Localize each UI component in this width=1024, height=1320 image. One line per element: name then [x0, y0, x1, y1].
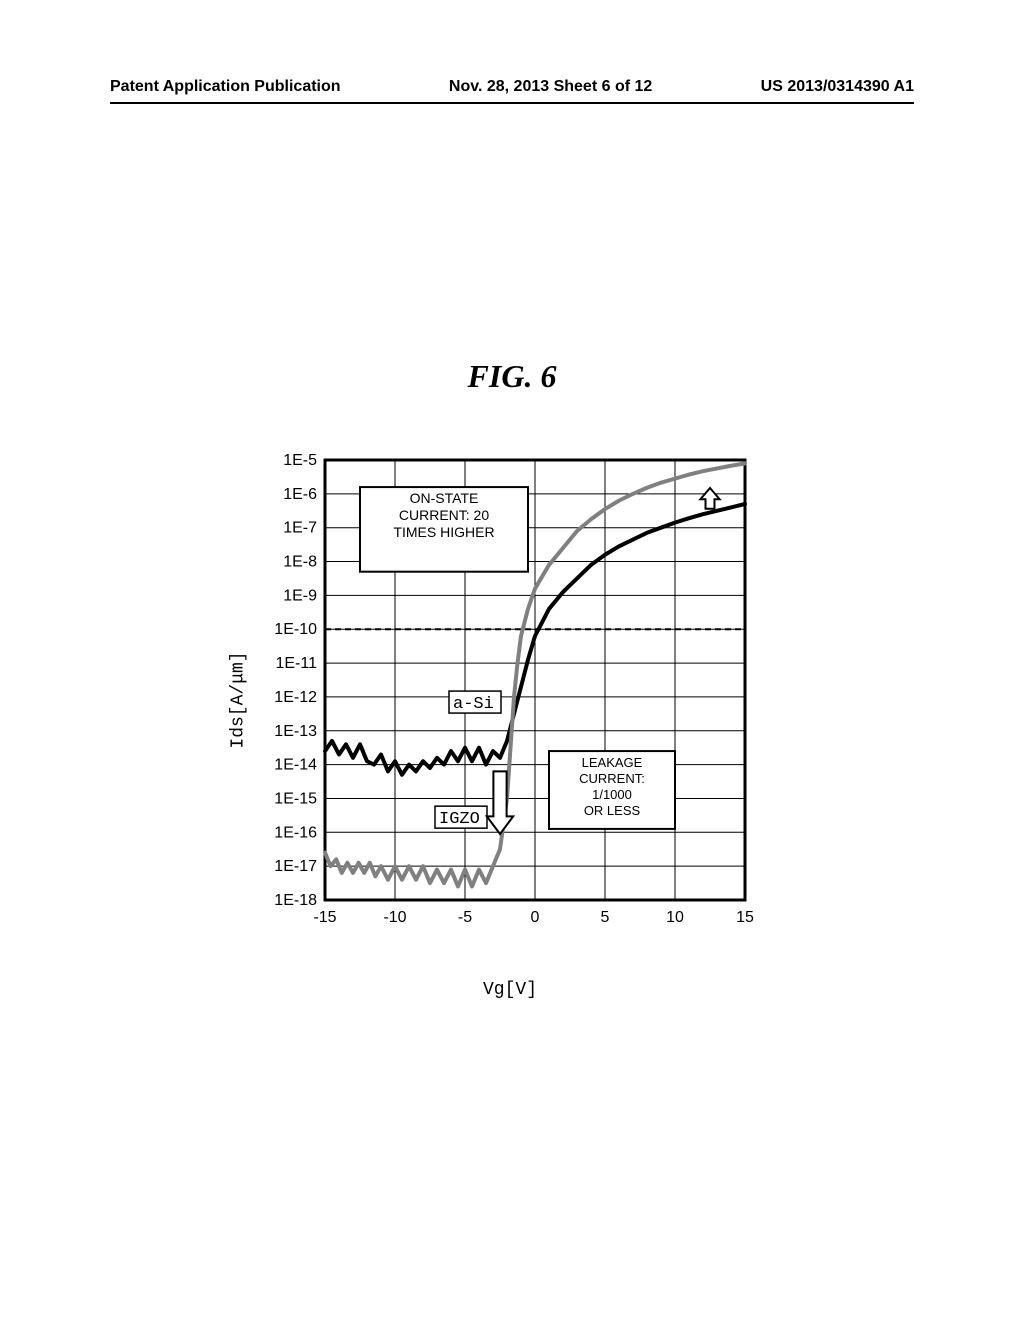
- svg-text:5: 5: [601, 909, 610, 926]
- figure-title: FIG. 6: [0, 358, 1024, 395]
- svg-text:1E-14: 1E-14: [274, 757, 317, 774]
- svg-text:-5: -5: [458, 909, 472, 926]
- svg-text:0: 0: [531, 909, 540, 926]
- chart-wrap: Ids[A/μm] 1E-5 1E-6 1E-7 1E-8 1E-9 1E-10 1E-11…: [230, 450, 790, 950]
- svg-text:1E-11: 1E-11: [275, 655, 317, 672]
- header-rule: [110, 102, 914, 104]
- svg-text:LEAKAGE: LEAKAGE: [582, 755, 643, 770]
- chart-plot: 1E-5 1E-6 1E-7 1E-8 1E-9 1E-10 1E-11 1E-12 1E-13…: [230, 450, 775, 950]
- svg-text:-10: -10: [383, 909, 406, 926]
- page-header: Patent Application Publication Nov. 28, …: [110, 78, 914, 96]
- svg-text:10: 10: [666, 909, 684, 926]
- svg-text:1E-16: 1E-16: [274, 824, 317, 841]
- svg-text:1E-12: 1E-12: [274, 689, 317, 706]
- svg-text:-15: -15: [313, 909, 336, 926]
- svg-text:CURRENT: 20: CURRENT: 20: [399, 507, 489, 523]
- svg-text:1E-10: 1E-10: [274, 621, 317, 638]
- svg-text:1E-8: 1E-8: [283, 554, 317, 571]
- svg-text:OR LESS: OR LESS: [584, 803, 641, 818]
- svg-text:1E-13: 1E-13: [274, 723, 317, 740]
- svg-text:1E-7: 1E-7: [283, 520, 317, 537]
- header-left: Patent Application Publication: [110, 78, 341, 96]
- svg-text:1E-17: 1E-17: [274, 858, 317, 875]
- svg-text:CURRENT:: CURRENT:: [579, 771, 645, 786]
- y-axis-label: Ids[A/μm]: [229, 651, 249, 748]
- page: Patent Application Publication Nov. 28, …: [0, 0, 1024, 1320]
- header-center: Nov. 28, 2013 Sheet 6 of 12: [449, 78, 652, 96]
- svg-text:1E-9: 1E-9: [283, 587, 317, 604]
- header-right: US 2013/0314390 A1: [761, 78, 914, 96]
- svg-text:ON-STATE: ON-STATE: [410, 490, 479, 506]
- svg-text:1E-6: 1E-6: [283, 486, 317, 503]
- svg-text:15: 15: [736, 909, 754, 926]
- svg-text:IGZO: IGZO: [439, 810, 480, 829]
- svg-text:1E-5: 1E-5: [283, 452, 317, 469]
- x-axis-label: Vg[V]: [483, 980, 537, 1000]
- svg-text:1E-15: 1E-15: [274, 790, 317, 807]
- svg-text:1/1000: 1/1000: [592, 787, 632, 802]
- svg-text:a-Si: a-Si: [453, 695, 494, 714]
- svg-text:TIMES HIGHER: TIMES HIGHER: [393, 524, 494, 540]
- svg-text:1E-18: 1E-18: [274, 892, 317, 909]
